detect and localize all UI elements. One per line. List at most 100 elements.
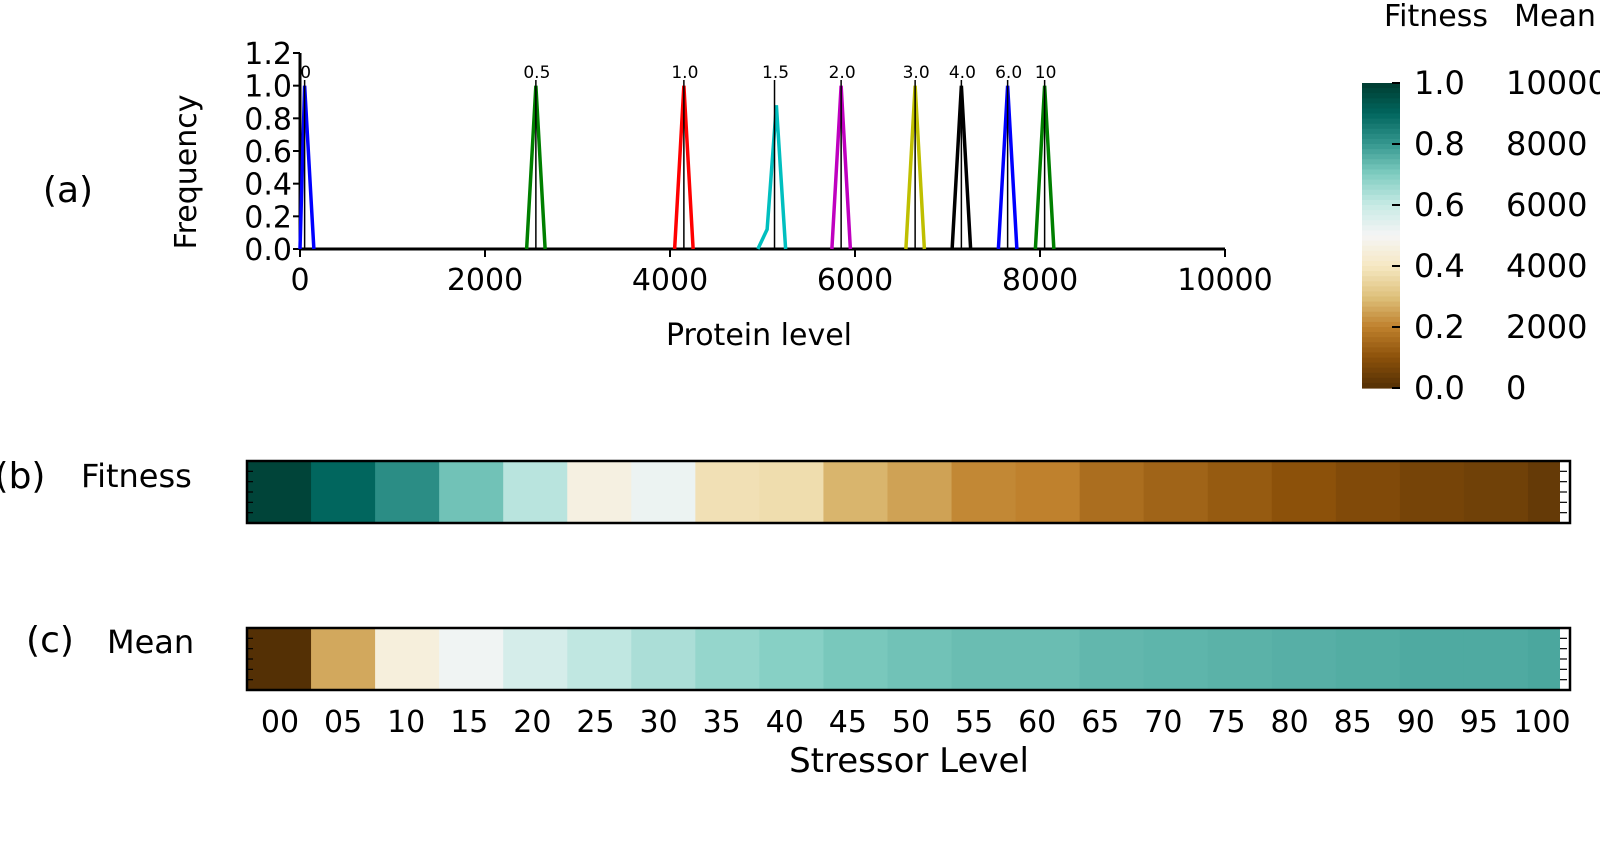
colorbar-segment — [1362, 128, 1400, 135]
heatmap-cell — [567, 628, 632, 690]
heatmap-cell — [1527, 628, 1561, 690]
colorbar-segment — [1362, 215, 1400, 221]
colorbar-segment — [1362, 286, 1400, 293]
colorbar-segment — [1362, 255, 1400, 262]
heatmap-cell — [247, 628, 312, 690]
heatmap-cell — [503, 461, 568, 523]
colorbar-segment — [1362, 301, 1400, 308]
heatmap-cell — [1463, 461, 1529, 523]
colorbar-segment — [1362, 235, 1400, 242]
fitness-row-label: Fitness — [81, 457, 192, 495]
colorbar-fitness-label: 1.0 — [1414, 64, 1465, 102]
mean-row-label: Mean — [107, 623, 194, 661]
colorbar-fitness-label: 0.0 — [1414, 369, 1465, 407]
heatmap-cell — [823, 461, 889, 523]
series-label: 6.0 — [995, 63, 1022, 83]
stressor-tick-label: 100 — [1513, 705, 1570, 740]
colorbar-segment — [1362, 179, 1400, 186]
colorbar-segment — [1362, 327, 1400, 333]
series-line — [298, 85, 316, 250]
series-label: 0 — [300, 63, 311, 83]
colorbar-segment — [1362, 199, 1400, 206]
x-tick-label: 4000 — [632, 263, 708, 298]
colorbar-segment — [1362, 306, 1400, 313]
colorbar-segment — [1362, 174, 1400, 181]
colorbar-segment — [1362, 352, 1400, 359]
colorbar-segment — [1362, 169, 1400, 176]
colorbar-segment — [1362, 159, 1400, 165]
colorbar-segment — [1362, 276, 1400, 282]
y-tick-label: 0.4 — [244, 168, 292, 203]
y-axis-label: Frequency — [169, 95, 204, 250]
series-label: 1.5 — [762, 63, 789, 83]
stressor-tick-label: 45 — [829, 705, 867, 740]
heatmap-cell — [823, 628, 889, 690]
series-label: 2.0 — [829, 63, 856, 83]
colorbar-segment — [1362, 250, 1400, 257]
colorbar-segment — [1362, 271, 1400, 277]
y-tick-label: 1.2 — [244, 37, 292, 72]
series-label: 0.5 — [523, 63, 550, 83]
series-label: 10 — [1035, 63, 1057, 83]
colorbar-segment — [1362, 164, 1400, 171]
heatmap-cell — [567, 461, 632, 523]
colorbar-segment — [1362, 367, 1400, 374]
stressor-tick-label: 60 — [1018, 705, 1056, 740]
colorbar-segment — [1362, 245, 1400, 252]
heatmap-cell — [695, 628, 760, 690]
heatmap-cell — [1399, 628, 1465, 690]
colorbar: 1.0 0.8 0.6 0.4 0.2 0.0 10000 8000 6000 4000 2000 0 — [1362, 64, 1600, 407]
series-label: 1.0 — [671, 63, 698, 83]
colorbar-segment — [1362, 281, 1400, 287]
colorbar-segment — [1362, 108, 1400, 115]
colorbar-segment — [1362, 184, 1400, 191]
heatmap-cell — [1271, 461, 1337, 523]
stressor-tick-label: 75 — [1207, 705, 1245, 740]
stressor-axis-label: Stressor Level — [789, 741, 1029, 781]
colorbar-segment — [1362, 240, 1400, 247]
heatmap-cell — [1079, 461, 1145, 523]
colorbar-segment — [1362, 88, 1400, 94]
colorbar-segment — [1362, 342, 1400, 348]
y-tick-label: 0.2 — [244, 200, 292, 235]
colorbar-segment — [1362, 220, 1400, 226]
heatmap-cell — [1335, 461, 1401, 523]
colorbar-mean-label: 6000 — [1506, 186, 1587, 224]
heatmap-cell — [1079, 628, 1145, 690]
colorbar-segment — [1362, 291, 1400, 298]
colorbar-segment — [1362, 113, 1400, 120]
colorbar-segment — [1362, 225, 1400, 232]
panel-b-label: (b) — [0, 456, 45, 497]
heatmap-cell — [247, 461, 312, 523]
fitness-heatmap — [245, 459, 1572, 525]
heatmap-frame — [245, 459, 1572, 525]
colorbar-segment — [1362, 123, 1400, 130]
y-tick-label: 0.0 — [244, 233, 292, 268]
heatmap-cell — [1335, 628, 1401, 690]
heatmap-cell — [887, 628, 953, 690]
heatmap-cell — [951, 628, 1017, 690]
heatmap-cell — [375, 461, 440, 523]
heatmap-cell — [759, 461, 825, 523]
x-tick-label: 8000 — [1002, 263, 1078, 298]
heatmap-cell — [1143, 628, 1209, 690]
colorbar-segment — [1362, 138, 1400, 145]
heatmap-cell — [375, 628, 440, 690]
colorbar-segment — [1362, 83, 1400, 89]
colorbar-segment — [1362, 321, 1400, 328]
colorbar-segment — [1362, 260, 1400, 267]
heatmap-cell — [1527, 461, 1561, 523]
heatmap-cell — [439, 628, 504, 690]
y-tick-label: 0.6 — [244, 135, 292, 170]
colorbar-mean-label: 4000 — [1506, 247, 1587, 285]
series-line — [756, 105, 788, 250]
heatmap-cell — [1207, 461, 1273, 523]
colorbar-segment — [1362, 266, 1400, 272]
y-tick-label: 1.0 — [244, 70, 292, 105]
heatmap-cell — [1015, 628, 1081, 690]
heatmap-cell — [695, 461, 760, 523]
colorbar-segment — [1362, 230, 1400, 237]
stressor-tick-label: 20 — [513, 705, 551, 740]
colorbar-segment — [1362, 154, 1400, 160]
x-axis-label: Protein level — [666, 318, 852, 353]
